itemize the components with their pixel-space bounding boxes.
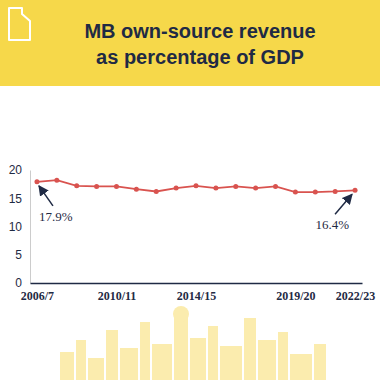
x-tick-label: 2014/15 [177,289,216,303]
data-point [134,187,139,192]
skyline-building [244,318,256,380]
data-point [213,186,218,191]
x-axis: 2006/7 2010/11 2014/15 2019/20 2022/23 [21,283,375,303]
data-point [94,184,99,189]
skyline-building [258,340,276,380]
x-axis-line [31,283,363,285]
data-point [333,189,338,194]
x-tick-label: 2022/23 [336,289,375,303]
province-icon [9,8,30,40]
skyline-building [190,338,206,380]
x-tick: 2014/15 [177,283,216,303]
annotation-arrow [39,186,53,206]
skyline-building [76,340,86,380]
data-point [74,183,79,188]
y-tick: 10 [9,220,30,234]
y-axis-line [30,171,31,284]
y-tick: 20 [9,163,30,177]
skyline-building [120,348,138,380]
x-tick-label: 2019/20 [276,289,315,303]
skyline-building [88,358,104,380]
skyline-building [290,354,312,380]
data-point [273,184,278,189]
x-tick-label: 2006/7 [21,289,54,303]
plot-marks [34,178,357,195]
skyline-building [220,346,242,380]
annotation-label: 17.9% [39,209,73,224]
series-line [37,180,355,192]
y-tick-label: 15 [9,192,23,206]
x-tick-label: 2010/11 [98,289,137,303]
skyline-building [208,326,218,380]
data-point [154,189,159,194]
annotations: 17.9% 16.4% [39,186,352,232]
data-point [253,186,258,191]
data-point [293,190,298,195]
x-tick: 2022/23 [336,283,375,303]
title-line: as percentage of GDP [96,46,304,68]
y-tick-label: 10 [9,220,23,234]
x-tick: 2010/11 [98,283,137,303]
skyline-dome [173,306,189,322]
skyline-building [278,332,288,380]
annotation-arrow [335,194,352,214]
data-point [313,190,318,195]
data-point [34,179,39,184]
y-tick-label: 20 [9,163,23,177]
skyline [60,306,326,380]
data-point [233,184,238,189]
chart: MB own-source revenue as percentage of GD… [0,0,380,380]
skyline-building [314,344,326,380]
data-point [353,188,358,193]
data-point [54,178,59,183]
skyline-building [140,322,150,380]
y-tick-label: 5 [15,248,22,262]
y-tick: 15 [9,192,30,206]
y-axis: 05101520 [9,163,31,290]
data-point [114,184,119,189]
skyline-building [174,314,188,380]
x-tick: 2006/7 [21,283,54,303]
header-band [0,0,380,86]
skyline-building [106,330,118,380]
title-line: MB own-source revenue [84,20,315,42]
skyline-building [60,352,74,380]
annotation-label: 16.4% [315,217,349,232]
x-tick: 2019/20 [276,283,315,303]
data-point [174,186,179,191]
data-point [194,183,199,188]
title: MB own-source revenue as percentage of GD… [84,20,315,68]
skyline-building [152,344,172,380]
y-tick: 5 [15,248,30,262]
